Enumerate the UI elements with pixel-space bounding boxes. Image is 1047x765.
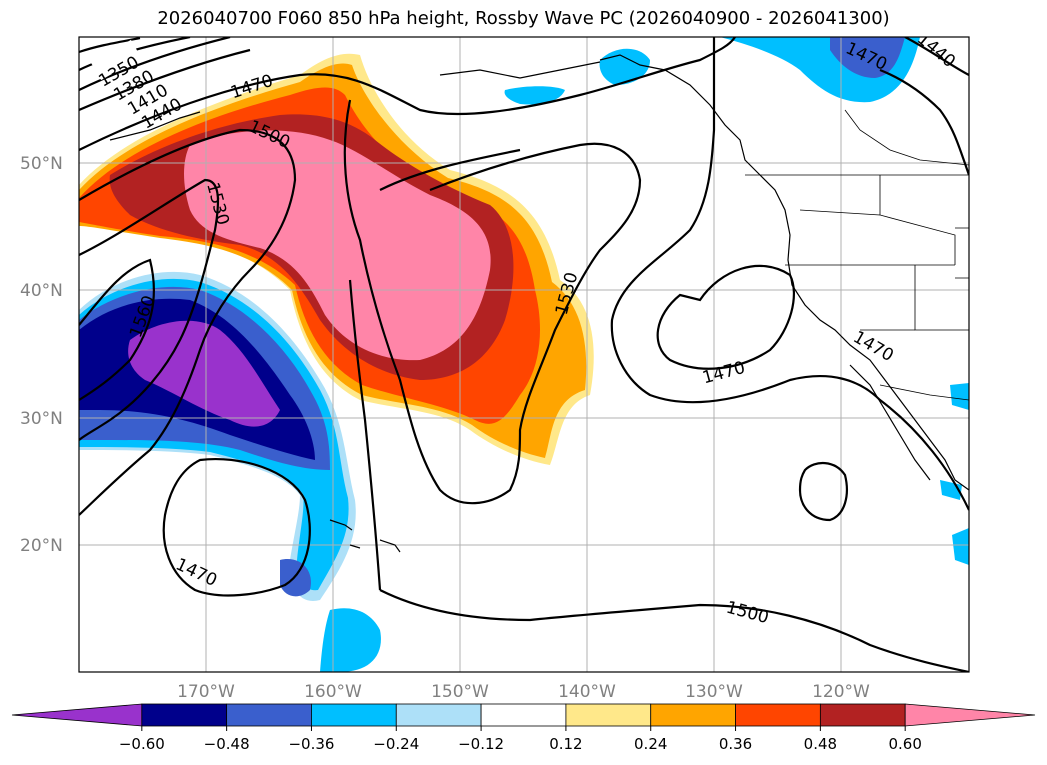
lon-label: 170°W	[177, 682, 235, 702]
colorbar-swatch	[395, 703, 482, 727]
colorbar-swatch	[480, 703, 567, 727]
lon-label: 160°W	[304, 682, 362, 702]
colorbar: −0.60 −0.48 −0.36 −0.24 −0.12 0.12 0.24 0.36 0.4…	[11, 703, 1036, 753]
coastlines	[109, 54, 969, 553]
colorbar-tick-label: 0.36	[719, 735, 752, 753]
negative-anomaly-northeast	[504, 37, 969, 565]
colorbar-swatch	[141, 703, 228, 727]
height-contours	[79, 37, 969, 672]
colorbar-swatch	[904, 703, 1036, 727]
lon-label: 140°W	[558, 682, 616, 702]
latitude-labels: 50°N 40°N 30°N 20°N	[20, 154, 63, 556]
lat-label: 20°N	[20, 536, 63, 556]
lat-label: 40°N	[20, 281, 63, 301]
gridlines	[79, 37, 969, 672]
lon-label: 150°W	[431, 682, 489, 702]
colorbar-tick-label: 0.48	[804, 735, 837, 753]
colorbar-tick-label: −0.36	[288, 735, 334, 753]
colorbar-tick-label: −0.12	[458, 735, 504, 753]
colorbar-swatch	[650, 703, 736, 727]
borders	[745, 109, 969, 401]
map-title: 2026040700 F060 850 hPa height, Rossby W…	[157, 8, 890, 29]
colorbar-tick-label: 0.12	[549, 735, 582, 753]
colorbar-swatch	[819, 703, 906, 727]
colorbar-swatch	[11, 703, 143, 727]
colorbar-swatch	[226, 703, 312, 727]
lat-label: 30°N	[20, 409, 63, 429]
colorbar-tick-label: −0.48	[204, 735, 250, 753]
colorbar-swatch	[565, 703, 652, 727]
colorbar-swatch	[735, 703, 821, 727]
colorbar-tick-label: 0.24	[634, 735, 667, 753]
lat-label: 50°N	[20, 154, 63, 174]
longitude-labels: 170°W 160°W 150°W 140°W 130°W 120°W	[177, 682, 870, 702]
colorbar-swatch	[311, 703, 397, 727]
map-area: 1350 1380 1410 1440 1470 1500 1530 1560 …	[79, 37, 969, 672]
negative-anomaly-field	[79, 271, 381, 672]
colorbar-tick-label: −0.24	[373, 735, 419, 753]
colorbar-tick-label: −0.60	[119, 735, 165, 753]
lon-label: 130°W	[685, 682, 743, 702]
lon-label: 120°W	[812, 682, 870, 702]
map-frame	[78, 36, 970, 673]
colorbar-tick-label: 0.60	[888, 735, 921, 753]
